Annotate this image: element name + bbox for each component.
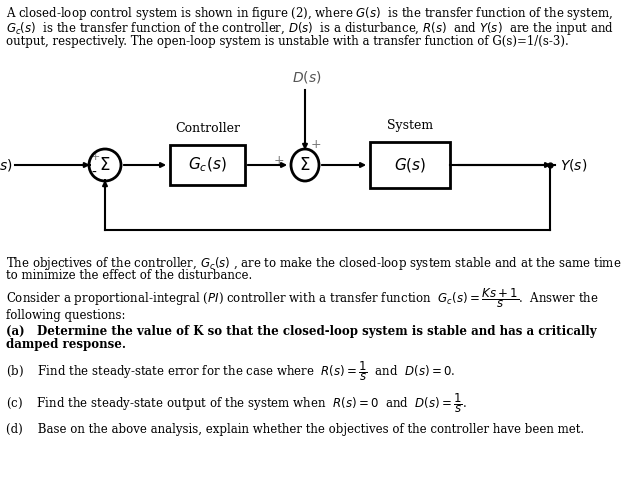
Text: (a)   Determine the value of K so that the closed-loop system is stable and has : (a) Determine the value of K so that the… (6, 325, 597, 338)
Text: $Y(s)$: $Y(s)$ (560, 157, 587, 173)
Text: +: + (91, 152, 101, 162)
Text: damped response.: damped response. (6, 338, 126, 351)
Text: (b)    Find the steady-state error for the case where  $R(s) = \dfrac{1}{s}$  an: (b) Find the steady-state error for the … (6, 359, 455, 383)
Text: (c)    Find the steady-state output of the system when  $R(s) = 0$  and  $D(s) =: (c) Find the steady-state output of the … (6, 391, 467, 415)
Text: -: - (91, 166, 96, 180)
Text: $G_c(s)$: $G_c(s)$ (188, 156, 227, 174)
Text: Consider a proportional-integral ($PI$) controller with a transfer function  $G_: Consider a proportional-integral ($PI$) … (6, 286, 599, 310)
Bar (370, 142, 450, 188)
Text: Controller: Controller (175, 122, 240, 135)
Text: output, respectively. The open-loop system is unstable with a transfer function : output, respectively. The open-loop syst… (6, 35, 569, 48)
Text: $\Sigma$: $\Sigma$ (299, 156, 310, 174)
Text: $\Sigma$: $\Sigma$ (99, 156, 111, 174)
Text: +: + (273, 153, 284, 166)
Text: $G(s)$: $G(s)$ (394, 156, 426, 174)
Text: $G_c(s)$  is the transfer function of the controller, $D(s)$  is a disturbance, : $G_c(s)$ is the transfer function of the… (6, 20, 614, 37)
Text: System: System (387, 119, 433, 132)
Text: to minimize the effect of the disturbance.: to minimize the effect of the disturbanc… (6, 269, 252, 282)
Text: $R(s)$: $R(s)$ (0, 157, 12, 173)
Text: +: + (311, 139, 322, 151)
Text: The objectives of the controller, $G_c(s)$ , are to make the closed-loop system : The objectives of the controller, $G_c(s… (6, 255, 621, 272)
Text: (d)    Base on the above analysis, explain whether the objectives of the control: (d) Base on the above analysis, explain … (6, 423, 584, 436)
Text: A closed-loop control system is shown in figure (2), where $G(s)$  is the transf: A closed-loop control system is shown in… (6, 5, 613, 22)
Text: following questions:: following questions: (6, 309, 125, 322)
Bar (170, 145, 245, 185)
Text: $D(s)$: $D(s)$ (292, 69, 322, 85)
